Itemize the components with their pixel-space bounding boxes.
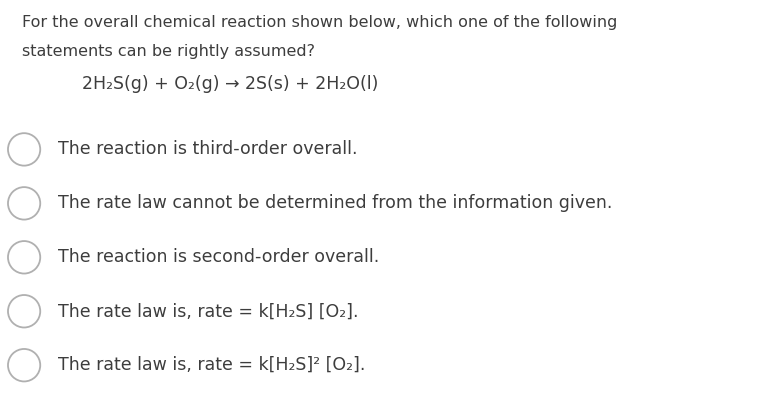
Text: For the overall chemical reaction shown below, which one of the following: For the overall chemical reaction shown …	[22, 15, 617, 29]
Text: The reaction is third-order overall.: The reaction is third-order overall.	[58, 140, 358, 159]
Text: 2H₂S(g) + O₂(g) → 2S(s) + 2H₂O(l): 2H₂S(g) + O₂(g) → 2S(s) + 2H₂O(l)	[82, 75, 378, 93]
Text: The reaction is second-order overall.: The reaction is second-order overall.	[58, 248, 380, 266]
Text: The rate law is, rate = k[H₂S]² [O₂].: The rate law is, rate = k[H₂S]² [O₂].	[58, 356, 366, 374]
Text: The rate law cannot be determined from the information given.: The rate law cannot be determined from t…	[58, 194, 613, 212]
Text: The rate law is, rate = k[H₂S] [O₂].: The rate law is, rate = k[H₂S] [O₂].	[58, 302, 359, 320]
Text: statements can be rightly assumed?: statements can be rightly assumed?	[22, 44, 315, 59]
